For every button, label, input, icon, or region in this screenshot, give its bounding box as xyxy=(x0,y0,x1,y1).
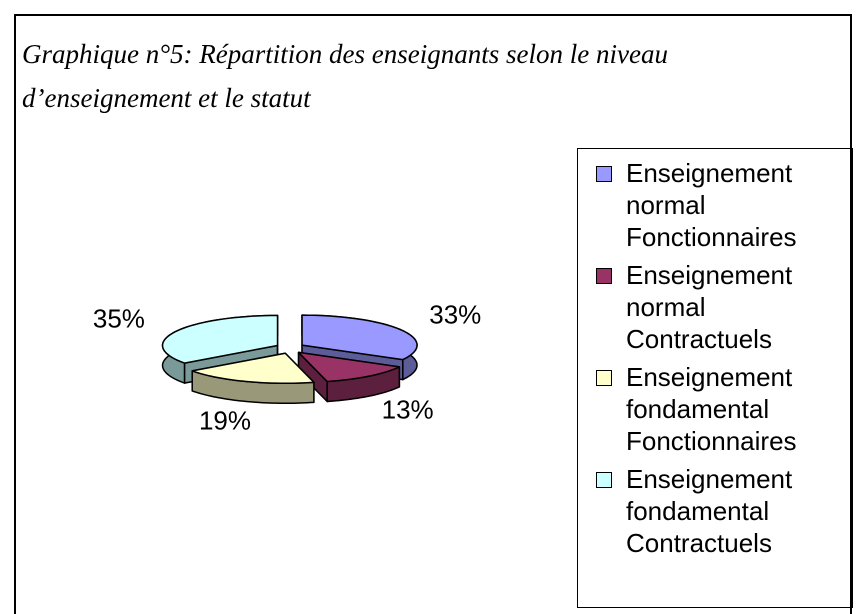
legend-swatch xyxy=(596,166,612,182)
data-label: 19% xyxy=(199,406,251,436)
chart-title: Graphique n°5: Répartition des enseignan… xyxy=(22,39,668,113)
slice xyxy=(191,352,315,385)
legend-entry: Enseignement fondamental Fonctionnaires xyxy=(578,361,841,457)
legend-label: Enseignement normal Fonctionnaires xyxy=(626,158,797,252)
legend-entry: Enseignement normal Contractuels xyxy=(578,259,841,355)
data-label: 13% xyxy=(382,395,434,425)
slice xyxy=(161,314,279,364)
data-label: 33% xyxy=(429,300,481,330)
slice xyxy=(297,351,401,383)
legend-label: Enseignement fondamental Fonctionnaires xyxy=(626,362,797,456)
legend-swatch xyxy=(596,370,612,386)
page: {"chart_data": {"type": "pie", "title": … xyxy=(14,14,853,614)
chart-frame xyxy=(14,14,852,614)
chart: 33% 13% 19% 35% xyxy=(93,300,481,436)
data-label: 35% xyxy=(93,304,145,334)
slice xyxy=(301,314,418,361)
legend: Enseignement normal Fonctionnaires Enseig… xyxy=(577,148,853,608)
legend-label: Enseignement normal Contractuels xyxy=(626,260,793,354)
legend-entry: Enseignement normal Fonctionnaires xyxy=(578,157,841,253)
legend-label: Enseignement fondamental Contractuels xyxy=(626,464,793,558)
legend-entry: Enseignement fondamental Contractuels xyxy=(578,463,841,559)
legend-swatch xyxy=(596,472,612,488)
legend-swatch xyxy=(596,268,612,284)
